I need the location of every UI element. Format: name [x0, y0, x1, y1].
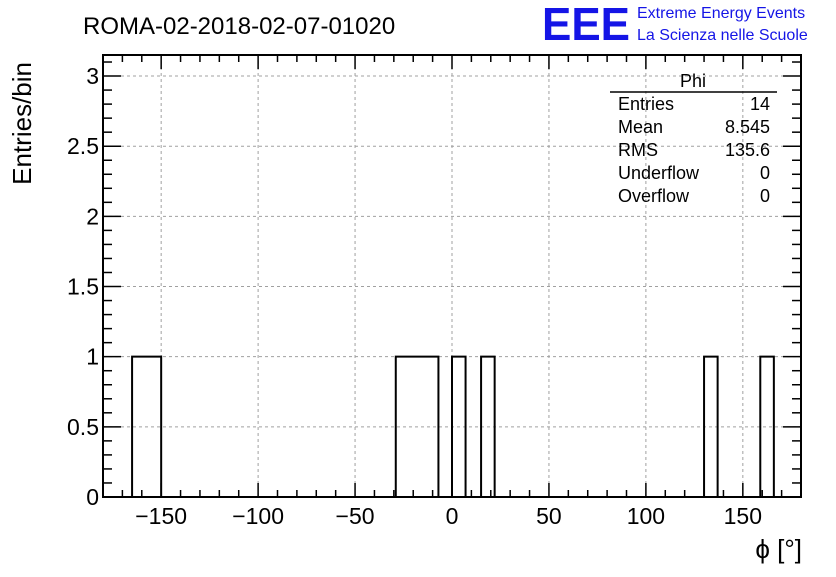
y-tick-label: 1.5 [67, 274, 99, 300]
stats-box: Phi Entries 14 Mean 8.545 RMS 135.6 Underflow 0… [610, 71, 777, 206]
x-tick-label: −50 [336, 503, 375, 529]
stats-label: Entries [618, 94, 674, 114]
y-tick-label: 0 [86, 484, 99, 510]
y-tick-label: 3 [86, 63, 99, 89]
x-tick-label: 0 [446, 503, 459, 529]
stats-title: Phi [680, 71, 706, 91]
logo-mark: EEE [542, 0, 630, 50]
stats-value: 8.545 [725, 117, 770, 137]
y-tick-label: 0.5 [67, 414, 99, 440]
stats-label: Underflow [618, 163, 700, 183]
x-tick-label: −150 [135, 503, 187, 529]
x-axis-label: ϕ [°] [755, 534, 802, 564]
y-axis-label: Entries/bin [7, 62, 37, 185]
y-tick-label: 2 [86, 203, 99, 229]
stats-label: Mean [618, 117, 663, 137]
chart-title: ROMA-02-2018-02-07-01020 [83, 13, 395, 40]
y-tick-label: 1 [86, 344, 99, 370]
stats-value: 0 [760, 163, 770, 183]
stats-label: Overflow [618, 186, 690, 206]
stats-value: 0 [760, 186, 770, 206]
stats-value: 14 [750, 94, 770, 114]
logo: EEE Extreme Energy Events La Scienza nel… [542, 0, 808, 50]
y-tick-label: 2.5 [67, 133, 99, 159]
x-tick-label: 50 [536, 503, 562, 529]
stats-label: RMS [618, 140, 658, 160]
stats-rows: Entries 14 Mean 8.545 RMS 135.6 Underflow 0 Over… [618, 94, 770, 206]
x-tick-label: 150 [724, 503, 762, 529]
x-tick-label: 100 [627, 503, 665, 529]
histogram-bins [132, 357, 774, 497]
x-tick-label: −100 [232, 503, 284, 529]
stats-value: 135.6 [725, 140, 770, 160]
logo-line-2: La Scienza nelle Scuole [637, 27, 808, 44]
logo-line-1: Extreme Energy Events [637, 5, 805, 22]
